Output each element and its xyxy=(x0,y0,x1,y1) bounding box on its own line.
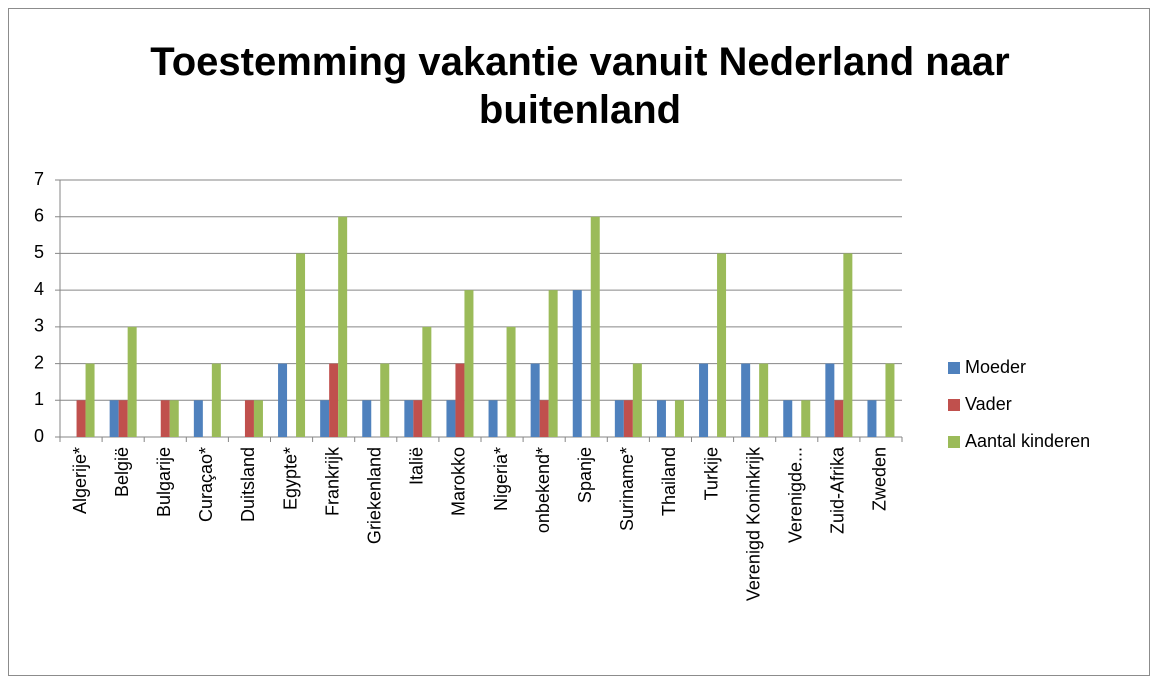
y-tick-label: 4 xyxy=(34,279,44,299)
y-tick-label: 1 xyxy=(34,389,44,409)
bar xyxy=(825,363,835,437)
bar xyxy=(623,400,633,437)
legend-label: Aantal kinderen xyxy=(965,431,1090,451)
x-tick-label: Verenigd Koninkrijk xyxy=(743,446,763,601)
bar xyxy=(193,400,203,437)
bar xyxy=(109,400,119,437)
bar xyxy=(699,363,709,437)
bar xyxy=(590,216,600,437)
bar xyxy=(741,363,751,437)
y-tick-label: 5 xyxy=(34,242,44,262)
y-tick-label: 3 xyxy=(34,316,44,336)
bar xyxy=(413,400,423,437)
x-tick-label: Zuid-Afrika xyxy=(828,446,848,534)
legend-label: Moeder xyxy=(965,357,1026,377)
bar xyxy=(118,400,128,437)
x-tick-label: Griekenland xyxy=(365,447,385,544)
bar xyxy=(572,290,582,437)
x-tick-label: Algerije* xyxy=(70,447,90,514)
bar xyxy=(329,363,339,437)
x-tick-label: Nigeria* xyxy=(491,447,511,511)
bar xyxy=(320,400,330,437)
bar xyxy=(446,400,456,437)
x-tick-label: Frankrijk xyxy=(322,446,342,516)
bar xyxy=(539,400,549,437)
legend-swatch xyxy=(948,436,960,448)
bar xyxy=(783,400,793,437)
bar xyxy=(656,400,666,437)
y-tick-label: 6 xyxy=(34,205,44,225)
y-tick-label: 7 xyxy=(34,169,44,189)
bar xyxy=(632,363,642,437)
bar xyxy=(211,363,221,437)
x-tick-label: Suriname* xyxy=(617,447,637,531)
legend-swatch xyxy=(948,362,960,374)
x-tick-label: Turkije xyxy=(701,447,721,500)
bar xyxy=(380,363,390,437)
bar xyxy=(85,363,95,437)
legend-label: Vader xyxy=(965,394,1012,414)
bar xyxy=(530,363,540,437)
bar xyxy=(422,326,432,437)
bar xyxy=(717,253,727,437)
bar xyxy=(296,253,306,437)
bar xyxy=(506,326,516,437)
bar xyxy=(338,216,348,437)
bar xyxy=(843,253,853,437)
legend-swatch xyxy=(948,399,960,411)
bar xyxy=(127,326,137,437)
x-tick-label: België xyxy=(112,447,132,497)
bar xyxy=(834,400,844,437)
bar xyxy=(867,400,877,437)
y-tick-label: 2 xyxy=(34,352,44,372)
x-tick-label: onbekend* xyxy=(533,447,553,533)
bar xyxy=(759,363,769,437)
x-tick-label: Marokko xyxy=(449,447,469,516)
x-tick-label: Italië xyxy=(407,447,427,485)
x-tick-label: Verenigde... xyxy=(786,447,806,543)
bar xyxy=(404,400,414,437)
bar xyxy=(253,400,263,437)
bar xyxy=(362,400,372,437)
bar xyxy=(801,400,811,437)
bar xyxy=(885,363,895,437)
bar xyxy=(76,400,86,437)
bar xyxy=(169,400,179,437)
chart-title: Toestemming vakantie vanuit Nederland na… xyxy=(150,40,1010,132)
bar xyxy=(160,400,170,437)
x-tick-label: Zweden xyxy=(870,447,890,511)
y-tick-label: 0 xyxy=(34,426,44,446)
bar xyxy=(455,363,465,437)
bar xyxy=(464,290,474,437)
bar xyxy=(674,400,684,437)
bar xyxy=(488,400,498,437)
x-tick-label: Egypte* xyxy=(280,447,300,510)
x-tick-label: Thailand xyxy=(659,447,679,516)
x-tick-label: Curaçao* xyxy=(196,447,216,522)
x-tick-label: Spanje xyxy=(575,447,595,503)
x-tick-label: Duitsland xyxy=(238,447,258,522)
bar xyxy=(614,400,624,437)
x-tick-label: Bulgarije xyxy=(154,447,174,517)
bar xyxy=(244,400,254,437)
bar xyxy=(548,290,558,437)
bar xyxy=(278,363,288,437)
